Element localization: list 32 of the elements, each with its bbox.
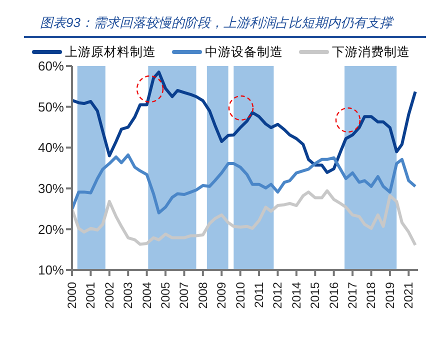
x-tick-label: 2003: [121, 282, 136, 309]
chart-title: 图表93：需求回落较慢的阶段，上游利润占比短期内仍有支撑: [24, 8, 426, 38]
legend-label: 上游原材料制造: [65, 44, 156, 60]
line-series: [72, 153, 417, 214]
x-tick-label: 2018: [364, 282, 378, 309]
y-tick-label: 20%: [38, 222, 64, 237]
x-tick-label: 2008: [196, 282, 210, 309]
x-tick-label: 2019: [382, 282, 397, 309]
y-tick-label: 60%: [38, 58, 64, 74]
legend-label: 下游消费制造: [332, 44, 410, 60]
x-tick-label: 2015: [308, 282, 322, 309]
x-tick-label: 2001: [84, 282, 98, 309]
x-tick-label: 2007: [177, 282, 192, 309]
x-tick-label: 2014: [289, 282, 304, 309]
x-tick-label: 2010: [233, 282, 248, 309]
x-tick-label: 2012: [270, 282, 285, 309]
x-tick-label: 2016: [326, 282, 341, 309]
x-tick-label: 2021: [402, 282, 416, 309]
x-tick-label: 2011: [252, 282, 266, 308]
line-series: [72, 70, 417, 174]
x-tick-label: 2009: [214, 282, 229, 309]
y-tick-label: 30%: [38, 181, 64, 196]
x-tick-label: 2017: [346, 282, 360, 309]
legend-label: 中游设备制造: [205, 44, 283, 60]
y-tick-label: 10%: [38, 262, 64, 278]
x-tick-label: 2002: [102, 282, 116, 309]
line-series: [72, 189, 417, 247]
x-tick-label: 2000: [65, 282, 79, 309]
x-tick-label: 2005: [158, 282, 173, 309]
y-tick-label: 40%: [38, 140, 64, 156]
x-tick-label: 2004: [140, 282, 154, 309]
y-tick-label: 50%: [38, 99, 64, 114]
